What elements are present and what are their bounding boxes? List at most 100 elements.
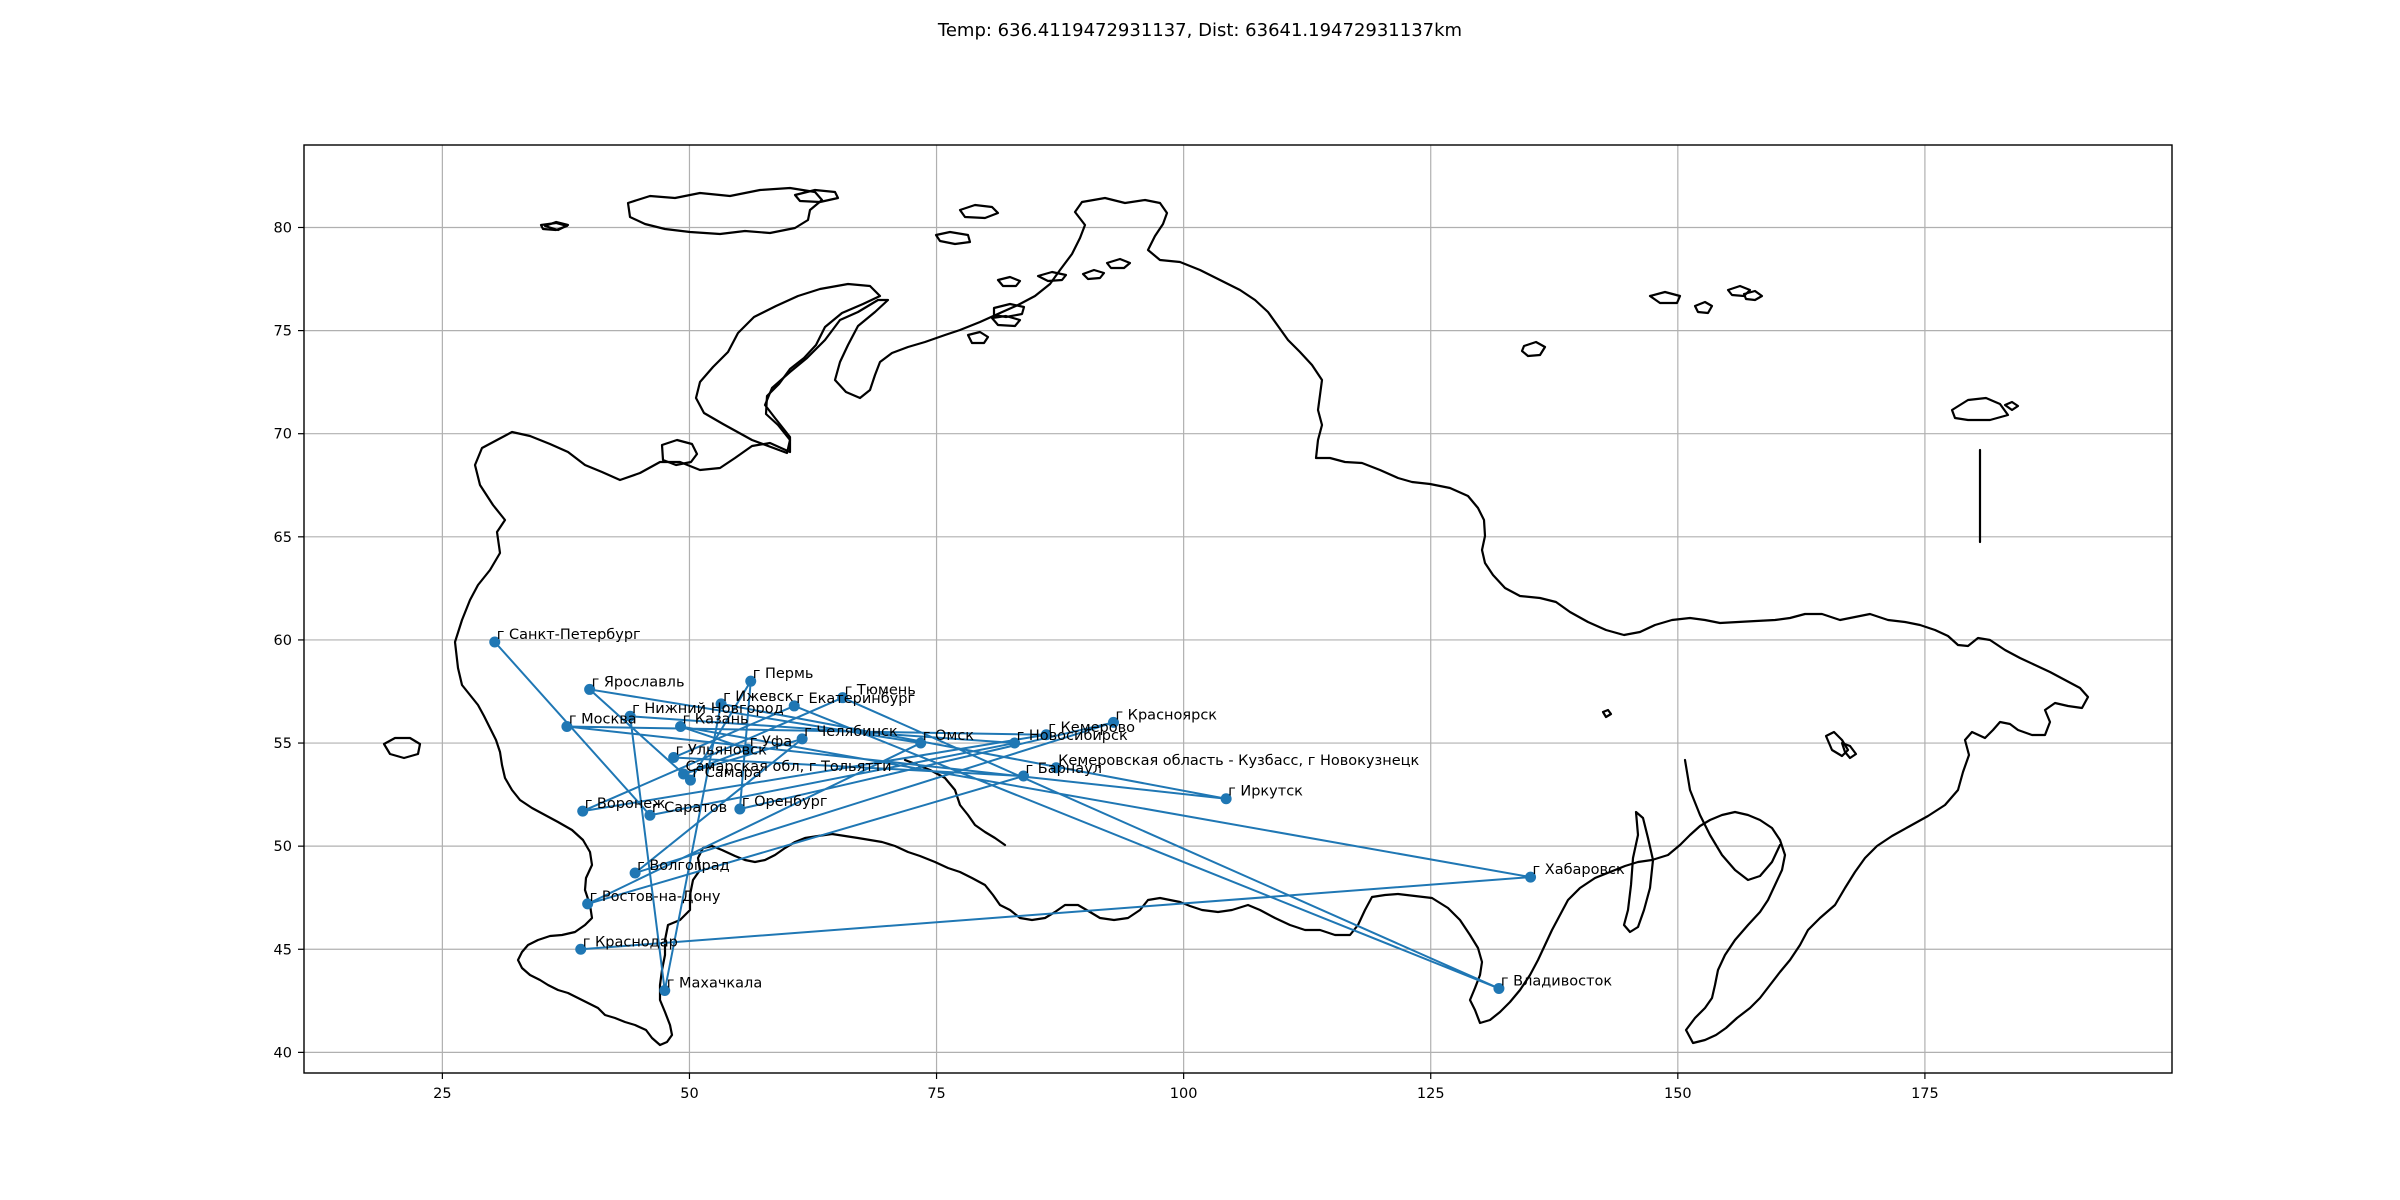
city-label: Кемеровская область - Кузбасс, г Новокуз… (1058, 753, 1419, 769)
y-tick-label: 45 (274, 942, 292, 958)
y-tick-label: 70 (274, 427, 292, 443)
city-label: г Махачкала (667, 976, 762, 992)
city-label: г Пермь (753, 666, 814, 682)
city-label: г Тюмень (845, 683, 916, 699)
eastern-inner-border (1683, 758, 1782, 882)
city-label: г Омск (923, 728, 975, 744)
city-point (1107, 716, 1119, 728)
city-label: г Казань (683, 712, 749, 728)
country-border-map (382, 186, 2090, 1047)
kara-islands-3 (966, 330, 990, 345)
x-tick-label: 75 (927, 1086, 945, 1102)
city-label: г Оренбург (742, 794, 828, 810)
city-point (659, 985, 671, 997)
y-tick-label: 75 (274, 324, 292, 340)
city-labels: г Санкт-Петербург г Ярославль г Нижний Нов… (497, 627, 1625, 992)
city-point (489, 636, 501, 648)
city-label: г Новосибирск (1017, 728, 1128, 744)
severnaya-zemlya-2 (934, 230, 972, 246)
herald-island (2003, 400, 2020, 412)
city-point (675, 721, 687, 733)
y-tick-label: 50 (274, 839, 292, 855)
city-label: г Ульяновск (676, 742, 767, 758)
city-point (1525, 871, 1537, 883)
new-siberian-island-4 (1742, 289, 1764, 302)
city-label: г Волгоград (637, 858, 730, 874)
severnaya-zemlya-1 (958, 203, 1000, 220)
y-tick-label: 60 (274, 633, 292, 649)
y-tick-label: 65 (274, 530, 292, 546)
city-label: г Краснодар (583, 934, 678, 950)
city-label: г Ростов-на-Дону (590, 889, 721, 905)
franz-josef-land-small-1 (793, 188, 840, 204)
x-tick-label: 100 (1170, 1086, 1198, 1102)
wrangel-island (1950, 396, 2010, 422)
new-siberian-island-2 (1693, 300, 1714, 315)
city-label: г Ярославль (592, 674, 685, 690)
chart-title: Temp: 636.4119472931137, Dist: 63641.194… (937, 20, 1462, 41)
city-label: г Екатеринбург (796, 691, 915, 707)
city-point (1493, 982, 1505, 994)
city-point (624, 710, 636, 722)
russia-mainland-border (453, 196, 2090, 1047)
kuril-island-1 (1824, 730, 1850, 758)
axes-frame (303, 144, 2173, 1074)
vaygach-island (660, 438, 699, 467)
city-point (668, 751, 680, 763)
sakhalin-north-dot (1601, 708, 1613, 719)
city-label: г Красноярск (1115, 707, 1217, 723)
x-tick-label: 125 (1417, 1086, 1445, 1102)
city-point (577, 805, 589, 817)
city-point (788, 700, 800, 712)
city-label: г Барнаул (1026, 761, 1102, 777)
kazakhstan-northern-border (903, 758, 1007, 847)
city-label: г Москва (569, 712, 637, 728)
kolguev-island (543, 220, 570, 232)
city-label: г Иркутск (1228, 784, 1303, 800)
new-siberian-island-5 (1520, 340, 1547, 358)
city-point (734, 803, 746, 815)
city-point (1018, 770, 1030, 782)
city-point (584, 683, 596, 695)
city-label: г Нижний Новгород (632, 701, 783, 717)
y-tick-label: 55 (274, 736, 292, 752)
city-point (629, 867, 641, 879)
city-label: г Ижевск (723, 689, 794, 705)
city-point (915, 737, 927, 749)
city-label: г Челябинск (804, 724, 898, 740)
y-tick-label: 40 (274, 1045, 292, 1061)
city-label: г Кемерово (1048, 720, 1135, 736)
city-label: г Владивосток (1501, 973, 1612, 989)
x-tick-label: 50 (680, 1086, 698, 1102)
city-label: г Саратов (652, 800, 727, 816)
severnaya-zemlya-6 (1105, 257, 1132, 270)
city-point (837, 692, 849, 704)
x-tick-label: 175 (1911, 1086, 1939, 1102)
city-label: г Воронеж (585, 796, 666, 812)
city-point (742, 743, 754, 755)
y-tick-label: 80 (274, 220, 292, 236)
x-tick-label: 150 (1664, 1086, 1692, 1102)
city-point (684, 774, 696, 786)
axis-ticks: 25 50 75 100 125 150 175 40 45 50 55 60 65 70 75 80 (274, 220, 1939, 1102)
city-label: г Уфа (750, 734, 792, 750)
city-points (489, 636, 1537, 997)
kaliningrad-exclave (382, 736, 422, 760)
kuril-island-2 (1840, 741, 1858, 760)
city-label: г Хабаровск (1533, 862, 1625, 878)
city-label: г Самара (692, 765, 761, 781)
city-point (1040, 729, 1052, 741)
severnaya-zemlya-4 (1036, 270, 1068, 283)
new-siberian-island-1 (1648, 290, 1682, 305)
city-point (745, 675, 757, 687)
severnaya-zemlya-5 (1081, 268, 1106, 281)
city-point (1050, 762, 1062, 774)
city-point (644, 809, 656, 821)
city-point (796, 733, 808, 745)
franz-josef-land (626, 186, 824, 236)
severnaya-zemlya-3 (996, 275, 1022, 288)
city-label: Самарская обл, г Тольятти (686, 759, 892, 775)
city-point (561, 721, 573, 733)
